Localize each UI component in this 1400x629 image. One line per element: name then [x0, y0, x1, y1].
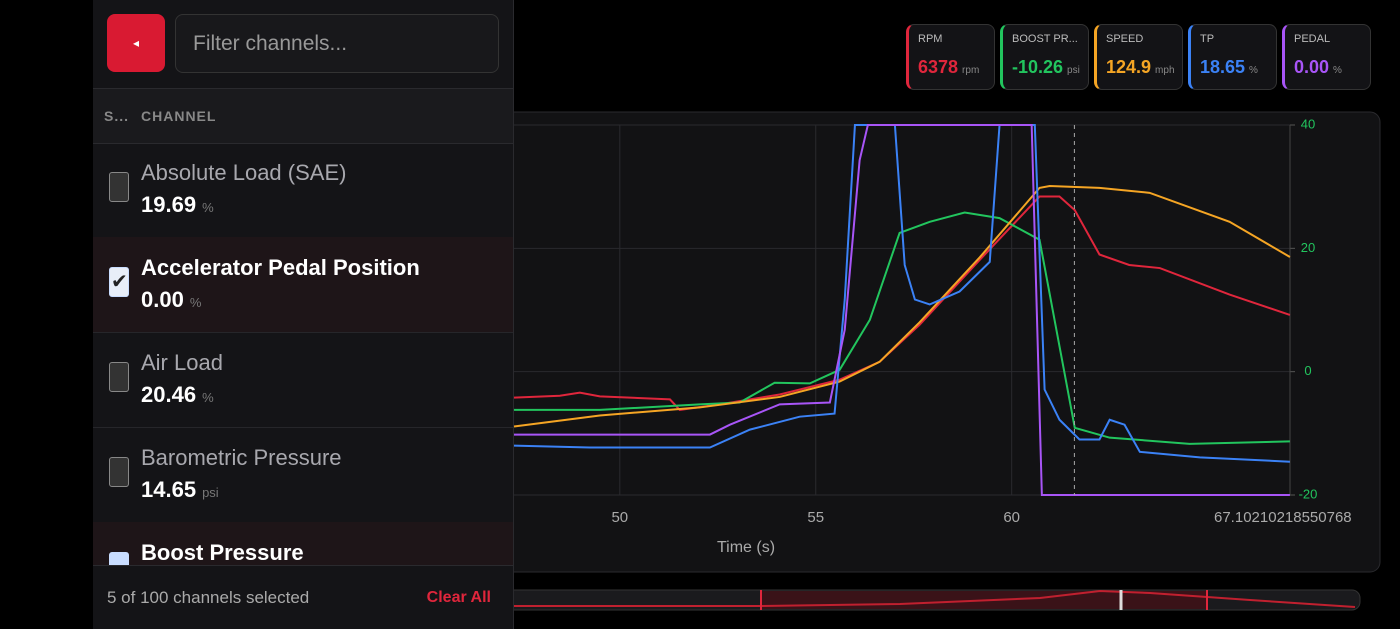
- channel-value: 19.69%: [141, 192, 214, 218]
- channel-row[interactable]: Air Load 20.46%: [93, 332, 513, 428]
- gauge-value: 18.65%: [1200, 57, 1258, 78]
- x-tick-label: 60: [1003, 509, 1020, 526]
- filter-placeholder: Filter channels...: [193, 32, 348, 55]
- y-tick-label: 40: [1301, 116, 1315, 131]
- channel-name: Boost Pressure: [141, 540, 304, 565]
- channel-name: Barometric Pressure: [141, 445, 342, 470]
- gauge-number: 124.9: [1106, 57, 1152, 77]
- value-number: 14.65: [141, 477, 197, 502]
- gauge-label: BOOST PR...: [1012, 33, 1078, 45]
- gauge-label: PEDAL: [1294, 33, 1331, 45]
- gauge: RPM 6378 rpm: [906, 24, 995, 90]
- gauge: BOOST PR... -10.26 psi: [1000, 24, 1089, 90]
- gauge: PEDAL 0.00%: [1282, 24, 1371, 90]
- gauge: SPEED 124.9 mph: [1094, 24, 1183, 90]
- series-line: [513, 185, 1291, 428]
- gauge-label: SPEED: [1106, 33, 1144, 45]
- x-tick-label: 50: [611, 509, 628, 526]
- checkbox[interactable]: [109, 362, 129, 392]
- gauge-number: -10.26: [1012, 57, 1064, 77]
- gauge-label: RPM: [918, 33, 943, 45]
- value-unit: %: [202, 200, 214, 215]
- selection-status: 5 of 100 channels selected: [107, 588, 310, 607]
- checkbox[interactable]: [109, 457, 129, 487]
- filter-input[interactable]: Filter channels...: [175, 14, 499, 73]
- value-number: 20.46: [141, 382, 197, 407]
- scrubber-trace: [470, 589, 1356, 608]
- channel-row[interactable]: ✔ Accelerator Pedal Position 0.00%: [93, 237, 513, 333]
- clear-all[interactable]: Clear All: [426, 589, 491, 606]
- channel-row[interactable]: Absolute Load (SAE) 19.69%: [93, 142, 513, 238]
- column-header: CHANNEL: [141, 108, 217, 124]
- y-tick-label: -20: [1299, 486, 1318, 501]
- sidebar: ◂ Filter channels... S... CHANNEL Absolu…: [93, 0, 514, 629]
- collapse-button[interactable]: ◂: [107, 14, 165, 72]
- gauge: TP 18.65%: [1188, 24, 1277, 90]
- value-number: 0.00: [141, 287, 184, 312]
- check: ✔: [111, 271, 128, 293]
- chart-panel: [469, 111, 1381, 573]
- value-unit: psi: [202, 485, 219, 500]
- y-tick-label: 20: [1301, 240, 1315, 255]
- gauge-number: 18.65: [1200, 57, 1246, 77]
- x-tick-label: 67.10210218550768: [1214, 509, 1352, 526]
- channel-name: Accelerator Pedal Position: [141, 255, 420, 280]
- gauge-value: 124.9 mph: [1106, 57, 1175, 78]
- gauge-label: TP: [1200, 33, 1215, 45]
- gauge-unit: mph: [1155, 65, 1175, 76]
- checkbox[interactable]: ✔: [109, 267, 129, 297]
- x-tick-label: 55: [807, 509, 824, 526]
- channel-value: 14.65 psi: [141, 477, 219, 503]
- value-unit: %: [189, 295, 202, 310]
- y-tick-label: 0: [1304, 363, 1311, 378]
- gauge-value: 6378 rpm: [918, 57, 979, 78]
- channel-name: Air Load: [141, 350, 223, 375]
- channel-value: 0.00%: [141, 287, 201, 313]
- gauge-unit: %: [1333, 65, 1342, 76]
- gauge-number: 6378: [918, 57, 959, 77]
- value-number: 19.69: [141, 192, 197, 217]
- gauge-unit: rpm: [962, 65, 980, 76]
- series-line: [514, 124, 1290, 496]
- value-unit: %: [202, 390, 214, 405]
- gauge-unit: %: [1249, 65, 1258, 76]
- checkbox[interactable]: [109, 172, 129, 202]
- x-axis-label: Time (s): [717, 539, 775, 556]
- series-line: [513, 124, 1290, 463]
- footer: 5 of 100 channels selected Clear All: [93, 565, 513, 629]
- gauge-unit: psi: [1067, 65, 1080, 76]
- channel-value: 20.46%: [141, 382, 214, 408]
- column-header: S...: [104, 108, 130, 124]
- gauge-value: -10.26 psi: [1012, 57, 1080, 78]
- gauge-number: 0.00: [1294, 57, 1330, 77]
- channel-row[interactable]: Barometric Pressure 14.65 psi: [93, 427, 513, 523]
- channel-name: Absolute Load (SAE): [141, 160, 347, 185]
- gauge-value: 0.00%: [1294, 57, 1342, 78]
- table-header: S... CHANNEL: [93, 88, 513, 144]
